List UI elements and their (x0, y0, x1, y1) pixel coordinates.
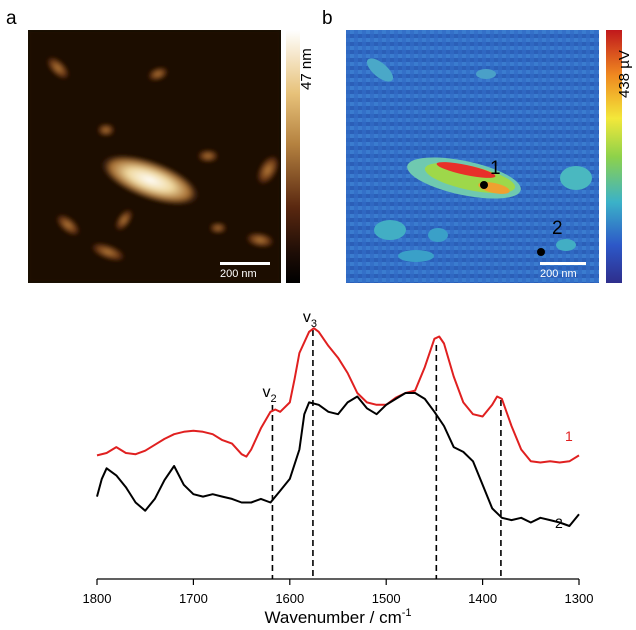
point-label-2: 2 (552, 218, 563, 239)
point-marker-2 (537, 248, 545, 256)
afm-feature (56, 214, 80, 236)
ir-feature (476, 69, 496, 79)
x-axis: 1800 1700 1600 1500 1400 1300 (83, 578, 594, 606)
afm-feature (90, 243, 126, 261)
band-markers (271, 330, 502, 579)
x-tick-label: 1800 (83, 591, 112, 606)
series-label-2: 2 (555, 515, 563, 531)
ir-feature (560, 166, 592, 190)
colorbar-b-label: 438 µV (616, 50, 633, 98)
colorbar-a-label: 47 nm (298, 48, 315, 90)
band-label: v3 (303, 309, 317, 330)
ir-feature (374, 220, 406, 240)
x-tick-label: 1600 (275, 591, 304, 606)
x-tick-label: 1700 (179, 591, 208, 606)
ir-feature (428, 228, 448, 242)
spectra-lines: 12 (96, 327, 580, 531)
ir-feature (398, 250, 434, 262)
afm-feature-main (100, 155, 200, 205)
ir-map-svg (346, 30, 599, 283)
band-label: v2 (262, 384, 276, 405)
colorbar-b (606, 30, 622, 283)
scale-label-b: 200 nm (540, 268, 577, 280)
ir-feature-main-hot (436, 162, 496, 178)
afm-feature (115, 209, 133, 231)
point-marker-1 (480, 181, 488, 189)
scale-bar-b (540, 262, 586, 265)
afm-feature (257, 155, 279, 185)
series-label-1: 1 (565, 428, 573, 444)
x-tick-label: 1300 (565, 591, 594, 606)
spectrum-line-2 (96, 392, 580, 527)
afm-topography-image: 200 nm (28, 30, 281, 283)
colorbar-a (286, 30, 300, 283)
afm-feature (210, 224, 226, 232)
panel-b-letter: b (322, 8, 333, 29)
band-annotations: v2 v3 (262, 309, 317, 405)
afm-feature (198, 151, 218, 161)
afm-topography-svg (28, 30, 281, 283)
afm-feature (47, 57, 69, 79)
x-axis-label: Wavenumber / cm-1 (264, 607, 411, 627)
band-label-sub: 2 (270, 393, 276, 405)
ir-map-image: 1 2 200 nm (346, 30, 599, 283)
afm-feature (98, 125, 114, 135)
afm-feature (148, 68, 168, 80)
panel-a-letter: a (6, 8, 17, 29)
point-label-1: 1 (490, 158, 501, 179)
scale-bar-a (220, 262, 270, 265)
ir-feature (366, 58, 394, 82)
afm-feature (246, 233, 274, 247)
x-tick-label: 1500 (372, 591, 401, 606)
spectrum-line-1 (96, 327, 580, 464)
ir-feature (556, 239, 576, 251)
scale-label-a: 200 nm (220, 268, 257, 280)
x-tick-label: 1400 (468, 591, 497, 606)
band-label-sub: 3 (311, 318, 317, 330)
